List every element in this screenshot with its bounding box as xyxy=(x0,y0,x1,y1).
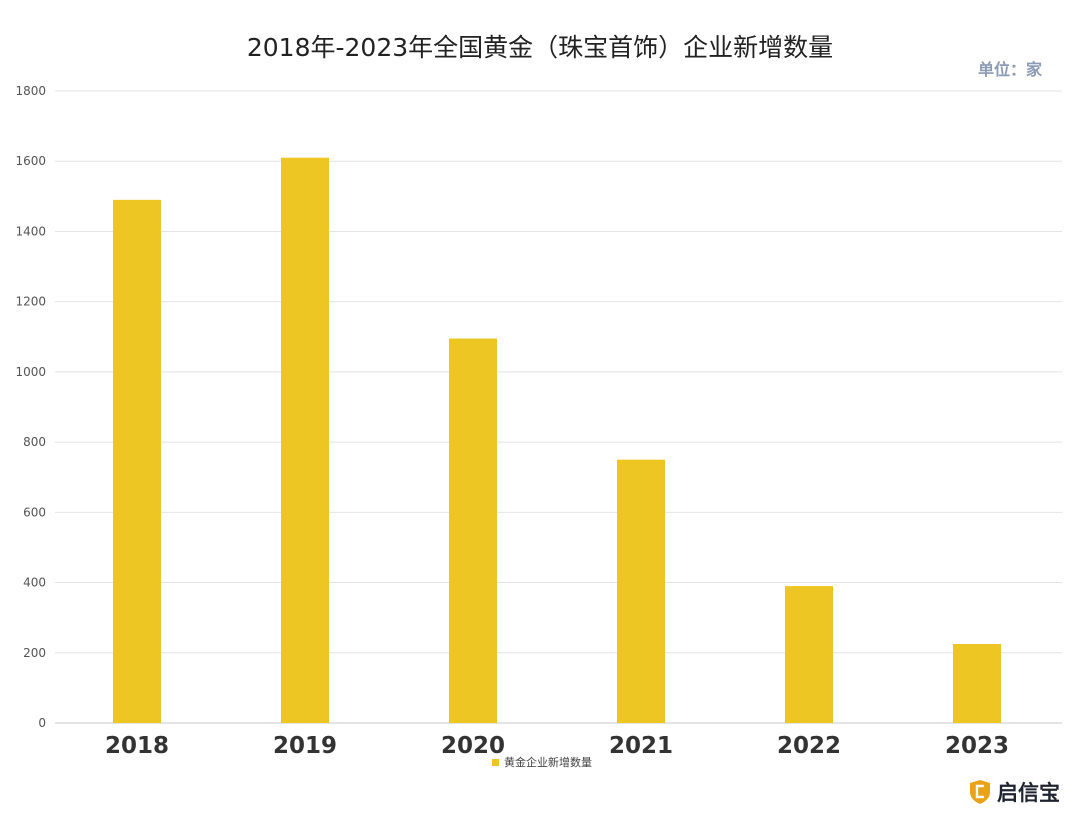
y-tick-label: 1000 xyxy=(15,365,46,379)
y-tick-label: 200 xyxy=(23,646,46,660)
y-tick-label: 0 xyxy=(38,716,46,730)
y-tick-label: 400 xyxy=(23,576,46,590)
x-tick-label: 2021 xyxy=(609,733,673,759)
y-tick-label: 600 xyxy=(23,505,46,519)
x-tick-label: 2020 xyxy=(441,733,505,759)
brand-watermark: 启信宝 xyxy=(969,777,1060,807)
y-tick-label: 1800 xyxy=(15,84,46,98)
unit-label: 单位：家 xyxy=(977,60,1042,79)
x-tick-label: 2018 xyxy=(105,733,169,759)
bar-2023 xyxy=(953,644,1001,723)
x-tick-label: 2022 xyxy=(777,733,841,759)
legend-swatch xyxy=(492,759,499,766)
x-tick-label: 2023 xyxy=(945,733,1009,759)
bar-2022 xyxy=(785,586,833,723)
bar-2019 xyxy=(281,157,329,723)
legend-label: 黄金企业新增数量 xyxy=(504,755,592,769)
y-tick-label: 1200 xyxy=(15,295,46,309)
brand-name: 启信宝 xyxy=(997,781,1060,805)
bar-2018 xyxy=(113,199,161,723)
y-tick-label: 1600 xyxy=(15,154,46,168)
bar-2021 xyxy=(617,459,665,723)
y-tick-label: 1400 xyxy=(15,224,46,238)
shield-logo-icon xyxy=(970,780,990,804)
chart-title: 2018年-2023年全国黄金（珠宝首饰）企业新增数量 xyxy=(246,33,834,62)
bar-2020 xyxy=(449,338,497,723)
y-tick-label: 800 xyxy=(23,435,46,449)
x-tick-label: 2019 xyxy=(273,733,337,759)
